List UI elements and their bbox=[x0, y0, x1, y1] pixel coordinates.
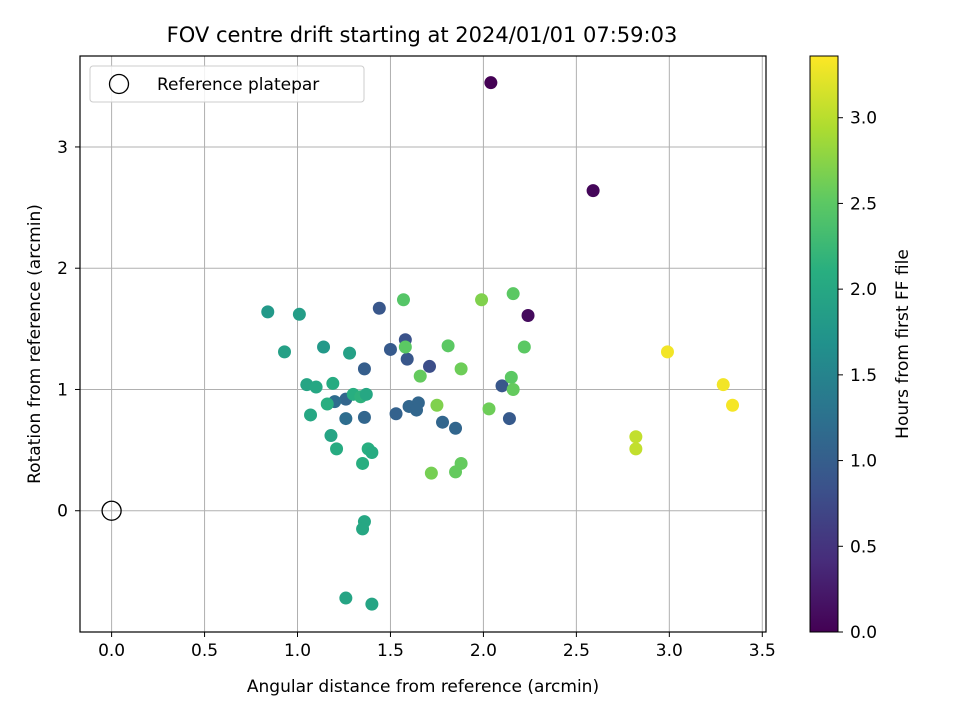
data-point bbox=[261, 305, 275, 319]
data-point bbox=[372, 301, 386, 315]
y-tick-label: 3 bbox=[57, 138, 68, 158]
data-point bbox=[320, 397, 334, 411]
data-point bbox=[506, 382, 520, 396]
colorbar-tick-label: 2.0 bbox=[850, 280, 877, 300]
x-axis-label: Angular distance from reference (arcmin) bbox=[247, 677, 599, 697]
data-point bbox=[396, 293, 410, 307]
data-point bbox=[389, 407, 403, 421]
colorbar: 0.0 0.5 1.0 1.5 2.0 2.5 3.0 Hours from first F… bbox=[809, 55, 913, 643]
data-point bbox=[383, 342, 397, 356]
data-points bbox=[261, 76, 740, 611]
legend-marker bbox=[108, 73, 130, 95]
data-point bbox=[304, 408, 318, 422]
x-tick-label: 2.0 bbox=[470, 641, 497, 661]
data-point bbox=[292, 307, 306, 321]
data-point bbox=[726, 398, 740, 412]
chart-title: FOV centre drift starting at 2024/01/01 … bbox=[167, 23, 678, 47]
data-point bbox=[356, 456, 370, 470]
data-point bbox=[504, 370, 518, 384]
data-point bbox=[398, 340, 412, 354]
data-point bbox=[400, 352, 414, 366]
axes-frame bbox=[79, 55, 767, 633]
data-point bbox=[629, 442, 643, 456]
data-point bbox=[475, 293, 489, 307]
data-point bbox=[277, 345, 291, 359]
colorbar-tick-label: 0.5 bbox=[850, 537, 877, 557]
x-tick-label: 1.5 bbox=[377, 641, 404, 661]
colorbar-tick-label: 3.0 bbox=[850, 109, 877, 129]
reference-point bbox=[101, 500, 122, 521]
colorbar-tick-label: 1.5 bbox=[850, 366, 877, 386]
data-point bbox=[339, 591, 353, 605]
data-point bbox=[365, 446, 379, 460]
colorbar-ticks: 0.0 0.5 1.0 1.5 2.0 2.5 3.0 bbox=[838, 109, 877, 643]
legend: Reference platepar bbox=[89, 65, 365, 103]
colorbar-tick-label: 1.0 bbox=[850, 452, 877, 472]
data-point bbox=[660, 345, 674, 359]
data-point bbox=[409, 403, 423, 417]
colorbar-tick-label: 2.5 bbox=[850, 194, 877, 214]
data-point bbox=[430, 398, 444, 412]
data-point bbox=[454, 362, 468, 376]
data-point bbox=[482, 402, 496, 416]
x-tick-label: 2.5 bbox=[563, 641, 590, 661]
x-tick-label: 1.0 bbox=[284, 641, 311, 661]
data-point bbox=[324, 429, 338, 443]
data-point bbox=[356, 522, 370, 536]
x-tick-label: 3.5 bbox=[749, 641, 776, 661]
colorbar-label: Hours from first FF file bbox=[893, 249, 913, 439]
data-point bbox=[365, 597, 379, 611]
y-tick-label: 0 bbox=[57, 502, 68, 522]
data-point bbox=[586, 184, 600, 198]
reference-platepar-marker bbox=[101, 500, 122, 521]
data-point bbox=[716, 378, 730, 392]
data-point bbox=[423, 359, 437, 373]
data-point bbox=[343, 346, 357, 360]
data-point bbox=[454, 456, 468, 470]
data-point bbox=[326, 376, 340, 390]
data-point bbox=[357, 362, 371, 376]
data-point bbox=[506, 287, 520, 301]
colorbar-tick-label: 0.0 bbox=[850, 623, 877, 643]
data-point bbox=[495, 379, 509, 393]
plot-area: 0.0 0.5 1.0 1.5 2.0 2.5 3.0 3.5 0 1 2 3 bbox=[57, 55, 776, 661]
x-tick-label: 0.5 bbox=[191, 641, 218, 661]
data-point bbox=[424, 466, 438, 480]
y-axis-label: Rotation from reference (arcmin) bbox=[25, 204, 45, 484]
data-point bbox=[357, 410, 371, 424]
y-axis-ticks: 0 1 2 3 bbox=[57, 138, 80, 522]
grid bbox=[80, 56, 766, 632]
x-tick-label: 0.0 bbox=[98, 641, 125, 661]
data-point bbox=[502, 412, 516, 426]
colorbar-frame bbox=[809, 55, 839, 633]
data-point bbox=[436, 415, 450, 429]
data-point bbox=[330, 442, 344, 456]
colorbar-gradient bbox=[810, 56, 838, 632]
data-point bbox=[339, 412, 353, 426]
y-tick-label: 1 bbox=[57, 380, 68, 400]
y-tick-label: 2 bbox=[57, 259, 68, 279]
data-point bbox=[359, 387, 373, 401]
data-point bbox=[413, 369, 427, 383]
data-point bbox=[517, 340, 531, 354]
x-axis-ticks: 0.0 0.5 1.0 1.5 2.0 2.5 3.0 3.5 bbox=[98, 632, 776, 661]
x-tick-label: 3.0 bbox=[656, 641, 683, 661]
data-point bbox=[449, 421, 463, 435]
data-point bbox=[309, 380, 323, 394]
data-point bbox=[629, 430, 643, 444]
legend-label: Reference platepar bbox=[157, 75, 319, 95]
data-point bbox=[317, 340, 331, 354]
data-point bbox=[521, 309, 535, 323]
legend-box bbox=[89, 65, 365, 103]
data-point bbox=[441, 339, 455, 353]
data-point bbox=[484, 76, 498, 90]
